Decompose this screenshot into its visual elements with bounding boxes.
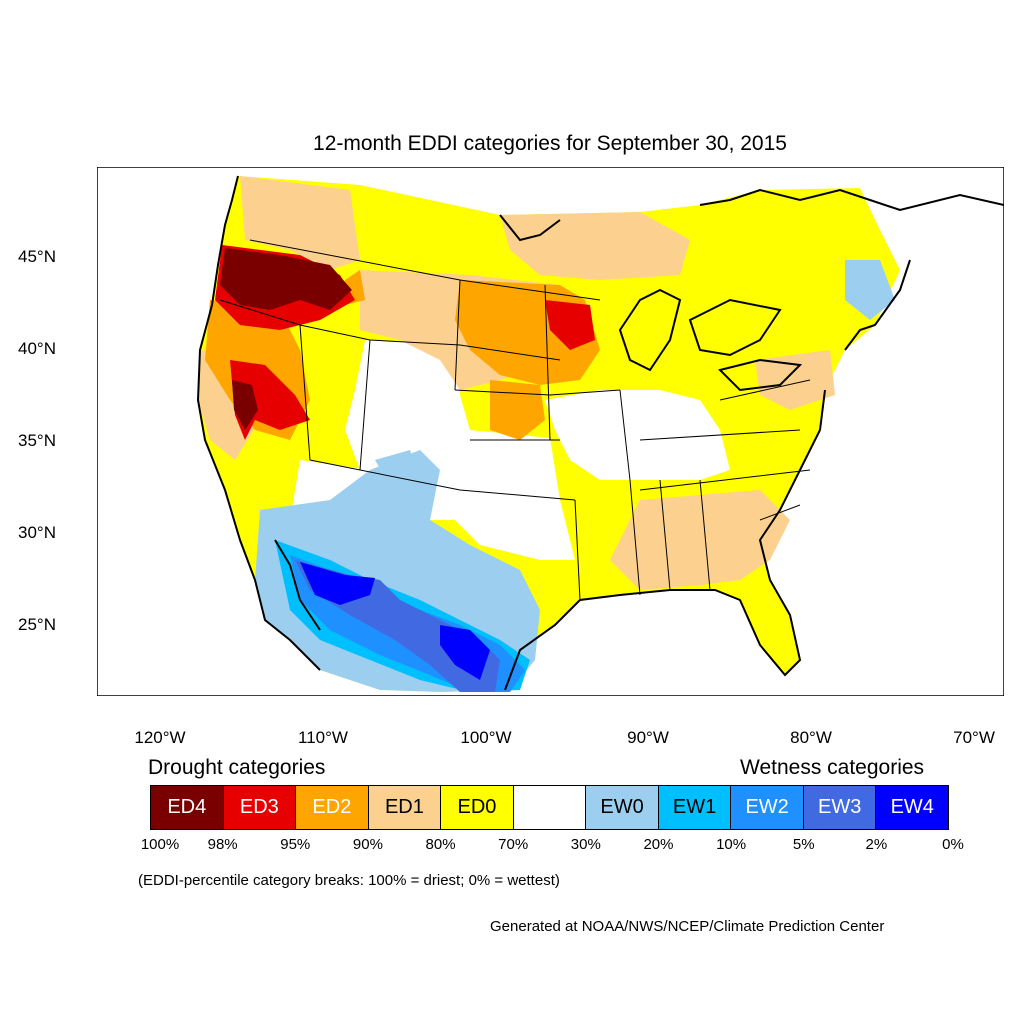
legend-swatch-ew1: EW1 [658, 786, 732, 829]
legend-swatch-ed1: ED1 [368, 786, 442, 829]
legend-break-label: 5% [792, 836, 815, 853]
lon-label-100w: 100°W [460, 728, 512, 747]
wetness-heading: Wetness categories [740, 756, 925, 779]
lon-label-80w: 80°W [790, 728, 832, 747]
legend-break-label: 2% [865, 836, 888, 853]
legend-swatch-normal [513, 786, 587, 829]
credit-line: Generated at NOAA/NWS/NCEP/Climate Predi… [490, 918, 885, 935]
legend-break-label: 100% [140, 836, 180, 853]
legend-break-label: 70% [498, 836, 529, 853]
legend-break-label: 0% [942, 836, 964, 853]
lat-label-25n: 25°N [18, 615, 56, 634]
legend-break-label: 80% [425, 836, 456, 853]
lon-label-120w: 120°W [134, 728, 186, 747]
drought-heading: Drought categories [148, 756, 326, 779]
legend-swatch-ew2: EW2 [731, 786, 804, 829]
lat-label-40n: 40°N [18, 339, 56, 358]
legend-break-label: 30% [570, 836, 601, 853]
legend-swatch-ew4: EW4 [876, 786, 949, 829]
lon-label-70w: 70°W [953, 728, 995, 747]
breaks-note: (EDDI-percentile category breaks: 100% =… [138, 872, 560, 889]
legend-swatch-ew0: EW0 [586, 786, 659, 829]
lat-label-45n: 45°N [18, 247, 56, 266]
legend-swatch-ed2: ED2 [296, 786, 369, 829]
legend-swatch-ew3: EW3 [803, 786, 877, 829]
lat-label-30n: 30°N [18, 523, 56, 542]
lat-label-35n: 35°N [18, 431, 56, 450]
legend-swatch-ed4: ED4 [151, 786, 224, 829]
legend-bar: ED4 ED3 ED2 ED1 ED0 EW0 EW1 EW2 EW3 EW4 [150, 785, 949, 830]
legend-break-label: 95% [280, 836, 311, 853]
legend-swatch-ed3: ED3 [223, 786, 297, 829]
lon-label-110w: 110°W [298, 728, 348, 747]
legend-swatch-ed0: ED0 [441, 786, 514, 829]
map-title: 12-month EDDI categories for September 3… [313, 132, 787, 155]
legend-break-label: 98% [207, 836, 238, 853]
lon-label-90w: 90°W [627, 728, 669, 747]
eddi-map [97, 167, 1004, 696]
legend-break-label: 10% [716, 836, 747, 853]
legend-break-label: 90% [352, 836, 383, 853]
legend-break-label: 20% [643, 836, 674, 853]
